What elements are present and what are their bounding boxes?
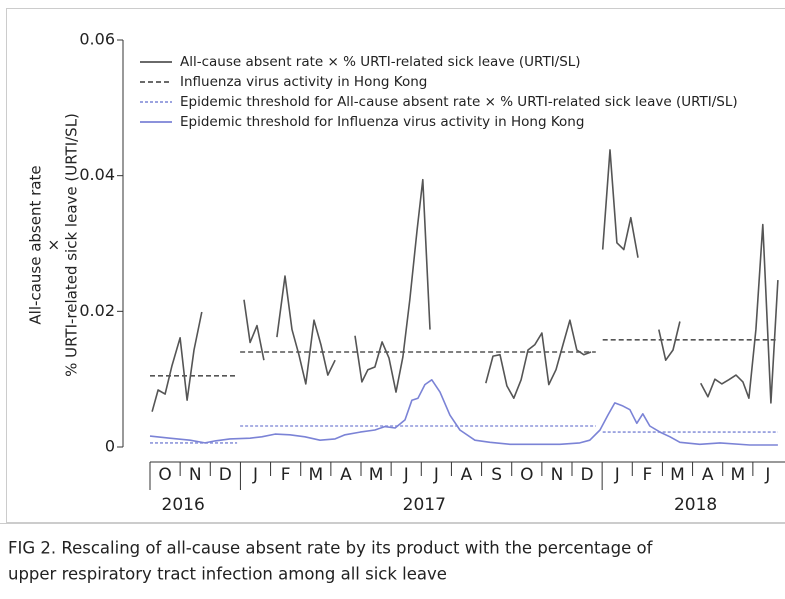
y-tick-label: 0.04 <box>79 165 115 184</box>
series-line <box>150 425 778 444</box>
y-label-line: % URTI-related sick leave (URTI/SL) <box>63 113 81 377</box>
x-tick-label: F <box>642 465 652 485</box>
series-line <box>150 339 778 377</box>
x-tick-label: D <box>219 465 232 485</box>
y-tick-label: 0.06 <box>79 30 115 49</box>
legend-label: Influenza virus activity in Hong Kong <box>180 74 427 90</box>
legend-label: All-cause absent rate × % URTI-related s… <box>180 54 581 70</box>
x-tick-label: J <box>614 465 620 485</box>
year-label: 2017 <box>403 495 446 515</box>
year-label: 2016 <box>162 495 205 515</box>
y-label-line: × <box>45 239 63 252</box>
series-line <box>149 379 778 446</box>
x-tick-label: J <box>433 465 439 485</box>
y-label-line: All-cause absent rate <box>27 165 45 324</box>
y-tick-label: 0 <box>105 437 115 456</box>
year-label: 2018 <box>674 495 717 515</box>
x-tick-label: A <box>702 465 714 485</box>
x-tick-label: S <box>491 465 502 485</box>
x-tick-label: N <box>551 465 564 485</box>
x-tick-label: M <box>308 465 323 485</box>
x-tick-label: A <box>340 465 352 485</box>
caption-line: FIG 2. Rescaling of all-cause absent rat… <box>8 539 654 558</box>
x-tick-label: J <box>403 465 409 485</box>
x-tick-label: M <box>730 465 745 485</box>
x-tick-label: O <box>520 465 533 485</box>
caption-line: upper respiratory tract infection among … <box>8 565 447 584</box>
x-tick-label: O <box>158 465 171 485</box>
legend-label: Epidemic threshold for All-cause absent … <box>180 94 738 110</box>
frame <box>6 8 785 523</box>
x-tick-label: D <box>581 465 594 485</box>
x-tick-label: N <box>189 465 202 485</box>
legend-label: Epidemic threshold for Influenza virus a… <box>180 114 584 130</box>
x-tick-label: J <box>252 465 258 485</box>
x-tick-label: F <box>281 465 291 485</box>
series-line <box>151 149 779 412</box>
x-tick-label: A <box>461 465 473 485</box>
x-tick-label: J <box>764 465 770 485</box>
y-tick-label: 0.02 <box>79 301 115 320</box>
x-tick-label: M <box>369 465 384 485</box>
y-axis-title: All-cause absent rate × % URTI-related s… <box>27 113 81 377</box>
x-tick-label: M <box>670 465 685 485</box>
